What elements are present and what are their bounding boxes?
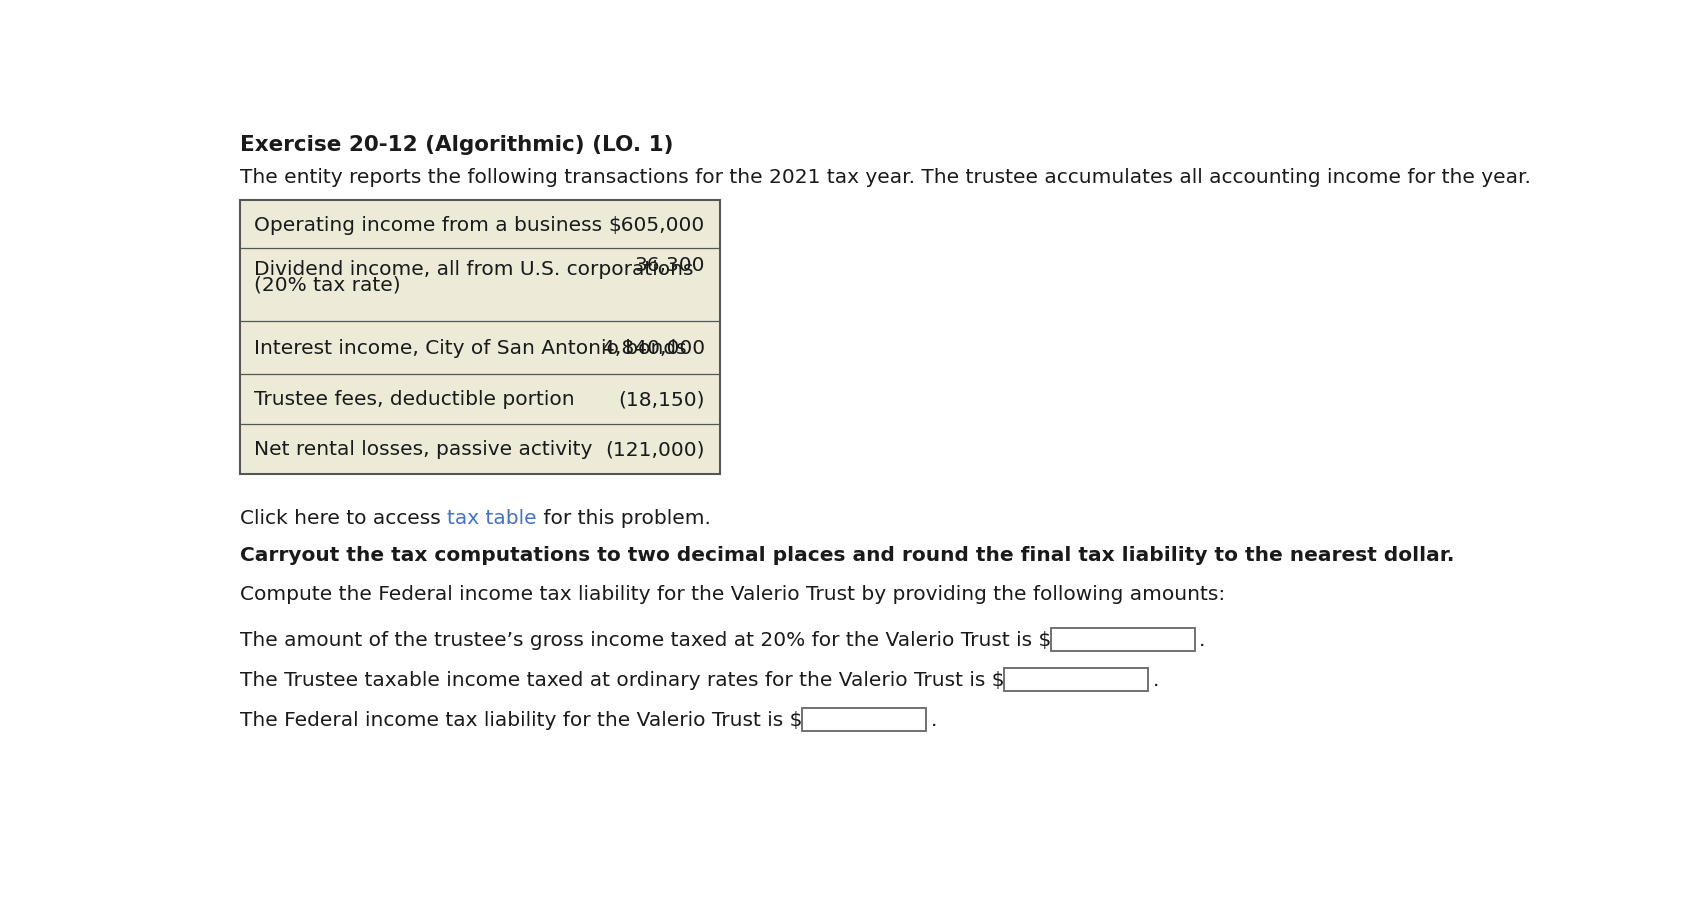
Text: Net rental losses, passive activity: Net rental losses, passive activity xyxy=(254,439,593,459)
Text: 36,300: 36,300 xyxy=(635,255,706,275)
Text: .: . xyxy=(1199,630,1206,649)
Text: for this problem.: for this problem. xyxy=(537,509,711,528)
Text: Click here to access: Click here to access xyxy=(239,509,446,528)
Text: (18,150): (18,150) xyxy=(618,390,706,409)
Text: Trustee fees, deductible portion: Trustee fees, deductible portion xyxy=(254,390,574,409)
Text: The Trustee taxable income taxed at ordinary rates for the Valerio Trust is $: The Trustee taxable income taxed at ordi… xyxy=(239,670,1004,689)
Text: $605,000: $605,000 xyxy=(608,215,706,234)
Text: (20% tax rate): (20% tax rate) xyxy=(254,276,401,294)
Text: The entity reports the following transactions for the 2021 tax year. The trustee: The entity reports the following transac… xyxy=(239,168,1531,187)
Text: .: . xyxy=(931,710,938,729)
Bar xyxy=(1051,628,1194,651)
Text: Compute the Federal income tax liability for the Valerio Trust by providing the : Compute the Federal income tax liability… xyxy=(239,584,1226,603)
Text: Carryout the tax computations to two decimal places and round the final tax liab: Carryout the tax computations to two dec… xyxy=(239,546,1455,564)
Text: (121,000): (121,000) xyxy=(606,439,706,459)
Text: Interest income, City of San Antonio bonds: Interest income, City of San Antonio bon… xyxy=(254,338,687,357)
Text: Dividend income, all from U.S. corporations: Dividend income, all from U.S. corporati… xyxy=(254,259,694,278)
Text: .: . xyxy=(1152,670,1159,689)
Text: The Federal income tax liability for the Valerio Trust is $: The Federal income tax liability for the… xyxy=(239,710,802,729)
Text: Exercise 20-12 (Algorithmic) (LO. 1): Exercise 20-12 (Algorithmic) (LO. 1) xyxy=(239,135,674,155)
Bar xyxy=(802,708,926,731)
Text: Operating income from a business: Operating income from a business xyxy=(254,215,601,234)
Text: The amount of the trustee’s gross income taxed at 20% for the Valerio Trust is $: The amount of the trustee’s gross income… xyxy=(239,630,1051,649)
Bar xyxy=(239,201,721,474)
Text: 4,840,000: 4,840,000 xyxy=(601,338,706,357)
Bar xyxy=(1004,668,1148,691)
Text: tax table: tax table xyxy=(446,509,537,528)
